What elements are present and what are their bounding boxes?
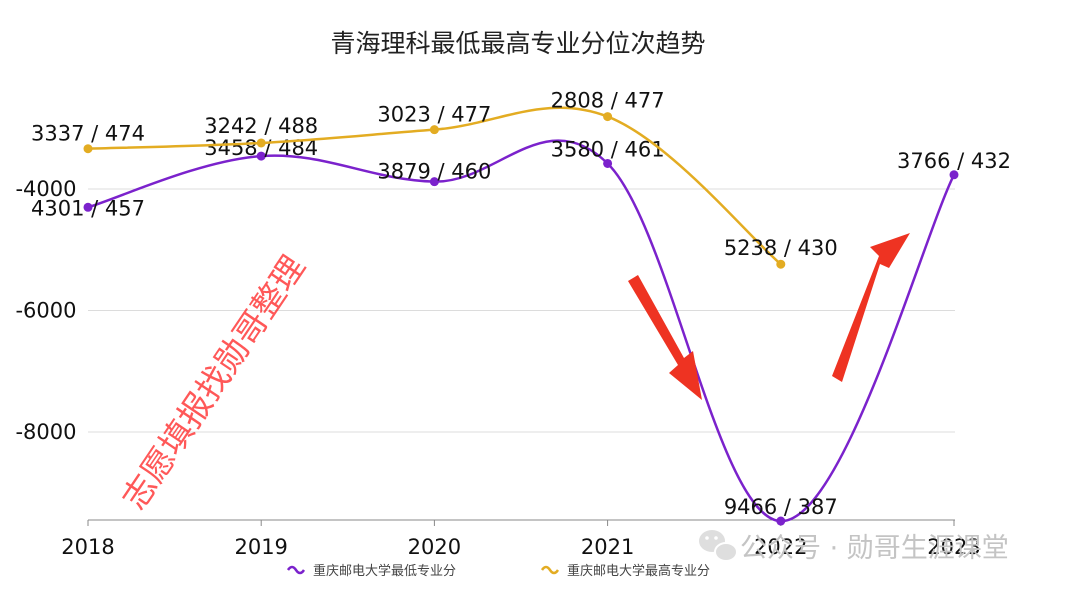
data-label: 3879 / 460 bbox=[377, 160, 491, 184]
legend-label: 重庆邮电大学最高专业分 bbox=[567, 563, 710, 579]
chart-title: 青海理科最低最高专业分位次趋势 bbox=[330, 29, 705, 58]
legend-item: 重庆邮电大学最低专业分 bbox=[286, 563, 456, 579]
y-tick-label: -6000 bbox=[15, 299, 76, 323]
y-tick-label: -4000 bbox=[15, 177, 76, 201]
data-point bbox=[429, 125, 439, 135]
data-label: 5238 / 430 bbox=[724, 236, 838, 260]
x-tick-label: 2022 bbox=[754, 535, 807, 559]
axis: 2018 2019 2020 2021 2022 2023 bbox=[61, 519, 981, 559]
data-label: 3023 / 477 bbox=[377, 103, 491, 127]
x-tick-label: 2018 bbox=[61, 535, 114, 559]
account-watermark: 公众号 · 勋哥生涯课堂 bbox=[699, 530, 1009, 564]
data-point bbox=[949, 170, 959, 180]
account-text: 公众号 · 勋哥生涯课堂 bbox=[740, 533, 1009, 564]
data-label: 3337 / 474 bbox=[31, 122, 145, 146]
x-tick-label: 2021 bbox=[581, 535, 634, 559]
data-point bbox=[83, 144, 93, 154]
data-label: 4301 / 457 bbox=[31, 196, 145, 220]
series-max: 3337 / 474 3242 / 488 3023 / 477 2808 / 477… bbox=[31, 89, 838, 269]
legend-swatch bbox=[540, 565, 560, 575]
legend-label: 重庆邮电大学最低专业分 bbox=[313, 563, 456, 579]
data-point bbox=[256, 151, 266, 161]
arrow-up-annotation bbox=[832, 233, 910, 382]
series-line bbox=[87, 139, 956, 523]
data-label: 3580 / 461 bbox=[551, 137, 665, 161]
arrow-down-annotation bbox=[628, 275, 702, 400]
y-tick-label: -8000 bbox=[15, 420, 76, 444]
data-point bbox=[776, 516, 786, 526]
data-label: 2808 / 477 bbox=[551, 89, 665, 113]
watermark-text: 志愿填报找勋哥整理 bbox=[114, 248, 312, 516]
data-point bbox=[776, 259, 786, 269]
data-label: 3242 / 488 bbox=[204, 114, 318, 138]
data-point bbox=[256, 138, 266, 148]
data-point bbox=[603, 158, 613, 168]
data-label: 3766 / 432 bbox=[897, 149, 1011, 173]
legend-item: 重庆邮电大学最高专业分 bbox=[540, 563, 710, 579]
legend: 重庆邮电大学最低专业分 重庆邮电大学最高专业分 bbox=[286, 563, 710, 579]
data-label: 9466 / 387 bbox=[724, 495, 838, 519]
legend-swatch bbox=[286, 565, 306, 575]
data-point bbox=[429, 177, 439, 187]
data-point bbox=[603, 112, 613, 122]
wechat-icon bbox=[699, 530, 738, 562]
x-tick-label: 2023 bbox=[927, 535, 980, 559]
data-point bbox=[83, 202, 93, 212]
annotation-arrows bbox=[628, 233, 910, 400]
x-tick-label: 2019 bbox=[234, 535, 287, 559]
gridlines: -4000 -6000 -8000 bbox=[15, 177, 955, 444]
x-tick-label: 2020 bbox=[408, 535, 461, 559]
